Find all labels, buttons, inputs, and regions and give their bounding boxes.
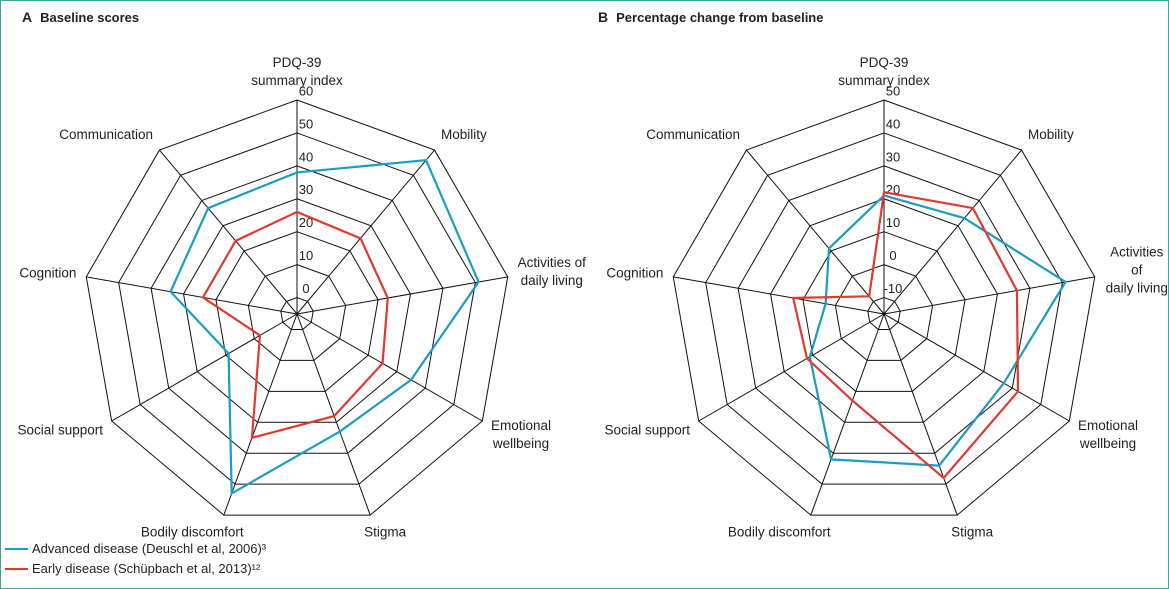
tick-label: 30 [299,182,313,197]
spoke [883,313,958,516]
grid-ring [802,231,966,392]
spoke [810,313,885,516]
grid-ring [182,198,412,423]
tick-label: 10 [299,248,313,263]
spoke [883,276,1095,315]
tick-label: 20 [299,215,313,230]
spoke [883,149,1022,315]
tick-label: 50 [299,116,313,131]
series-line [201,210,389,440]
spoke [86,276,298,315]
axis-label: PDQ-39 summary index [838,55,930,88]
panel-title: B Percentage change from baseline [598,9,823,25]
legend-label: Advanced disease (Deuschl et al, 2006)³ [32,541,267,556]
panel-letter: B [598,9,609,25]
grid-ring [118,132,476,485]
axis-label: Emotional wellbeing [1077,418,1139,451]
series-line [808,194,1068,467]
panel-title: A Baseline scores [22,9,139,25]
axis-label: Communication [646,127,740,143]
grid-ring [150,165,444,454]
grid-ring [280,297,314,330]
spoke [223,313,298,516]
axis-label: Mobility [440,127,487,143]
grid-ring [215,231,379,392]
tick-label: 60 [299,83,313,98]
axis-label: Cognition [606,265,664,281]
tick-label: -10 [884,281,903,296]
spoke [883,313,1070,422]
axis-label: Emotional wellbeing [490,418,552,451]
spoke [296,313,371,516]
grid-ring [867,297,901,330]
panel-letter: A [22,9,33,25]
panel-title-text: Baseline scores [40,10,140,25]
spoke [746,149,885,315]
spoke [673,276,885,315]
grid-ring [769,198,999,423]
series-line [169,158,480,496]
spoke [296,313,483,422]
spoke [111,313,298,422]
axis-label: Stigma [951,524,994,540]
tick-label: 40 [299,149,313,164]
tick-label: 0 [889,248,896,263]
axis-label: Mobility [1027,127,1074,143]
spoke [698,313,885,422]
axis-label: Social support [17,422,103,438]
axis-label: Activities of daily living [1105,244,1168,296]
legend-label: Early disease (Schüpbach et al, 2013)¹² [32,561,261,576]
axis-label: Bodily discomfort [140,524,244,540]
grid-ring [85,99,509,516]
spoke [296,276,508,315]
axis-label: Bodily discomfort [727,524,831,540]
axis-label: Communication [59,127,153,143]
grid-ring [672,99,1096,516]
grid-ring [834,264,934,361]
tick-label: 0 [302,281,309,296]
grid-ring [247,264,347,361]
axis-label: Stigma [364,524,407,540]
tick-label: 30 [886,149,900,164]
axis-label: Cognition [19,265,77,281]
panel-title-text: Percentage change from baseline [616,10,824,25]
grid-ring [705,132,1063,485]
spoke [159,149,298,315]
axis-label: Activities of daily living [517,254,586,288]
axis-label: Social support [604,422,690,438]
tick-label: 10 [886,215,900,230]
series-line [791,190,1020,480]
tick-label: 40 [886,116,900,131]
spoke [296,149,435,315]
axis-label: PDQ-39 summary index [251,55,343,88]
tick-label: 50 [886,83,900,98]
